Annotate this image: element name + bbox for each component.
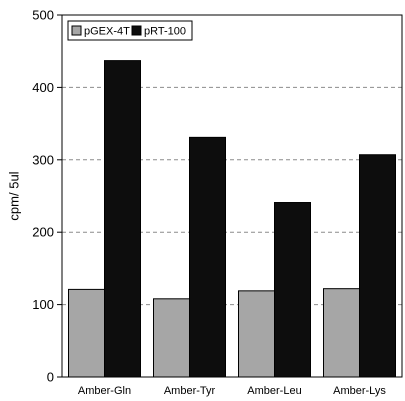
legend-box [67, 20, 193, 41]
bars [68, 60, 396, 378]
x-category-label: Amber-Tyr [164, 385, 216, 397]
y-tick-label: 300 [32, 152, 54, 167]
x-axis-category-labels: Amber-Gln Amber-Tyr Amber-Leu Amber-Lys [78, 385, 386, 397]
legend: pGEX-4T pRT-100 [67, 20, 193, 41]
plot-frame [61, 14, 403, 378]
bar-prt-100-amber-lys [359, 154, 396, 378]
y-tick-label: 100 [32, 297, 54, 312]
y-axis-ticks: 0 100 200 300 400 500 [32, 8, 62, 385]
y-axis-title: cpm/ 5ul [7, 171, 22, 220]
legend-label-prt-100: pRT-100 [144, 26, 186, 38]
bar-pgex-4t-amber-gln [68, 288, 105, 378]
bar-pgex-4t-amber-lys [323, 288, 360, 378]
legend-swatch-prt-100 [131, 25, 142, 36]
x-category-label: Amber-Leu [247, 385, 301, 397]
x-category-label: Amber-Lys [333, 385, 386, 397]
y-tick-label: 0 [47, 370, 54, 385]
y-tick-label: 400 [32, 80, 54, 95]
legend-swatch-pgex-4t [71, 25, 82, 36]
bar-prt-100-amber-gln [104, 60, 141, 378]
bar-prt-100-amber-tyr [189, 136, 226, 378]
axes [61, 14, 403, 378]
y-tick-label: 500 [32, 8, 54, 23]
bar-pgex-4t-amber-tyr [153, 298, 190, 378]
bar-prt-100-amber-leu [274, 202, 311, 378]
y-tick-label: 200 [32, 225, 54, 240]
legend-label-pgex-4t: pGEX-4T [84, 26, 130, 38]
bar-pgex-4t-amber-leu [238, 290, 275, 378]
x-category-label: Amber-Gln [78, 385, 131, 397]
